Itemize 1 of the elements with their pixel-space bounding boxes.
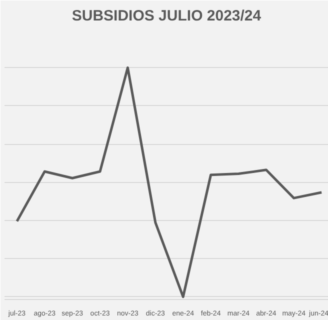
chart-title: SUBSIDIOS JULIO 2023/24 <box>72 8 262 24</box>
